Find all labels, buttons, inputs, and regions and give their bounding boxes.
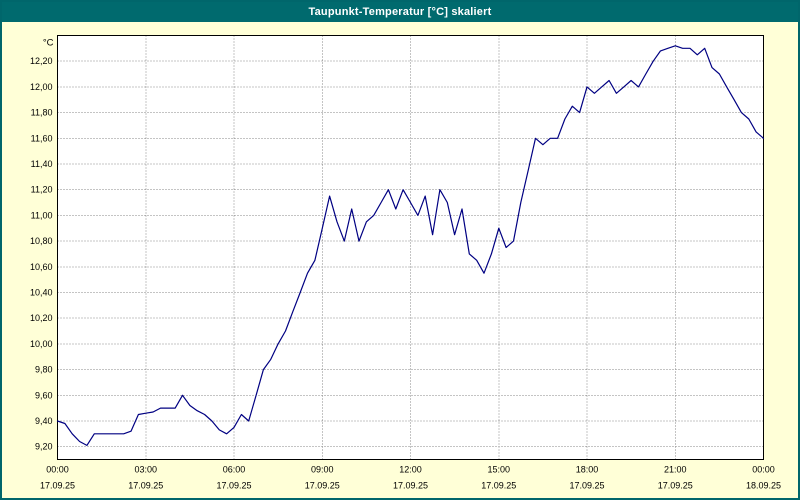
chart-title: Taupunkt-Temperatur [°C] skaliert (308, 6, 492, 18)
x-tick-date-label: 18.09.25 (746, 481, 781, 491)
plot-border (57, 35, 764, 460)
x-tick-time-label: 06:00 (223, 465, 246, 475)
x-tick-time-label: 21:00 (664, 465, 687, 475)
y-tick-label: 9,60 (35, 390, 53, 400)
y-tick-label: 10,80 (30, 236, 53, 246)
y-tick-label: 11,00 (31, 210, 53, 220)
x-tick-date-label: 17.09.25 (216, 481, 251, 491)
x-tick-date-label: 17.09.25 (658, 481, 693, 491)
x-tick-time-label: 03:00 (134, 465, 157, 475)
y-tick-label: 12,20 (30, 56, 53, 66)
x-tick-time-label: 15:00 (487, 465, 510, 475)
y-tick-label: 11,20 (31, 185, 53, 195)
x-tick-time-label: 00:00 (752, 465, 775, 475)
chart-area: °C 12,20 12,00 11,80 11,60 11,40 11,20 11,00 10,… (2, 22, 798, 498)
x-tick-date-label: 17.09.25 (128, 481, 163, 491)
y-tick-label: 9,80 (35, 365, 53, 375)
x-tick-date-label: 17.09.25 (305, 481, 340, 491)
y-tick-label: 10,20 (30, 313, 53, 323)
y-tick-label: 10,60 (30, 262, 53, 272)
x-tick-date-label: 17.09.25 (481, 481, 516, 491)
y-tick-label: 11,80 (31, 108, 53, 118)
x-tick-time-label: 00:00 (46, 465, 69, 475)
x-tick-time-label: 09:00 (311, 465, 334, 475)
y-tick-label: 10,00 (30, 339, 53, 349)
y-tick-label: 9,20 (35, 442, 53, 452)
line-chart: °C 12,20 12,00 11,80 11,60 11,40 11,20 11,00 10,… (30, 35, 781, 491)
x-tick-date-label: 17.09.25 (393, 481, 428, 491)
y-tick-label: 12,00 (30, 82, 53, 92)
x-tick-time-label: 18:00 (576, 465, 599, 475)
y-tick-label: 9,40 (35, 416, 53, 426)
plot-background (57, 35, 764, 460)
x-tick-time-label: 12:00 (399, 465, 422, 475)
x-tick-date-label: 17.09.25 (40, 481, 75, 491)
title-bar: Taupunkt-Temperatur [°C] skaliert (2, 2, 798, 22)
y-tick-label: 11,60 (31, 133, 53, 143)
y-tick-label: 10,40 (30, 287, 53, 297)
y-tick-label: 11,40 (31, 159, 53, 169)
dew-point-series (56, 45, 765, 446)
x-tick-date-label: 17.09.25 (569, 481, 604, 491)
y-axis-unit-label: °C (43, 38, 54, 49)
